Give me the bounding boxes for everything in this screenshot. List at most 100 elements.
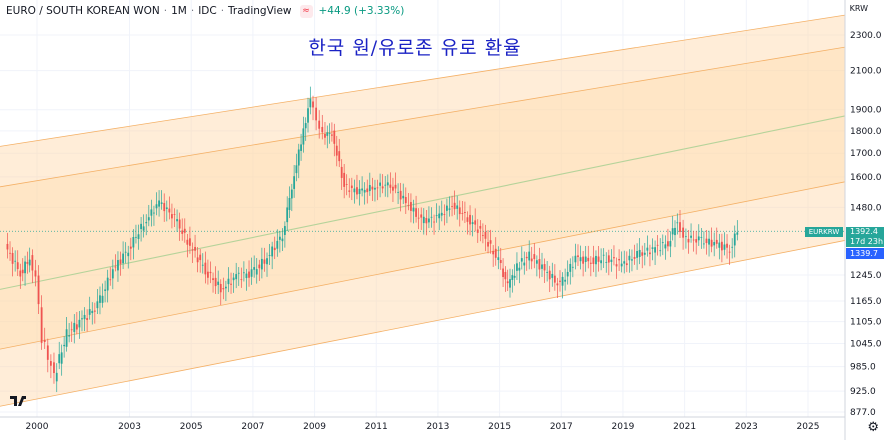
channel-outer-upper-band: [0, 15, 845, 187]
candle-body: [81, 318, 83, 320]
candle-body: [86, 318, 89, 321]
candle-body: [479, 225, 482, 229]
candle-body: [240, 279, 243, 281]
candle-body: [448, 208, 451, 210]
candle-body: [428, 218, 430, 223]
candle-body: [579, 257, 582, 262]
candle-body: [404, 197, 407, 204]
candle-body: [366, 188, 369, 193]
candle-body: [466, 217, 469, 222]
candle-body: [600, 260, 603, 264]
candle-body: [631, 259, 633, 261]
candle-body: [345, 184, 348, 185]
price-tick-label: 877.0: [850, 408, 876, 418]
time-tick-label: 2015: [488, 422, 511, 432]
candle-body: [541, 264, 543, 269]
exchange: IDC: [198, 5, 217, 17]
candle-body: [556, 283, 559, 286]
candle-body: [288, 198, 291, 210]
separator: ·: [163, 5, 168, 17]
candle-body: [708, 238, 710, 245]
candle-body: [394, 184, 397, 189]
regression-channel: [0, 14, 846, 407]
candle-body: [661, 242, 664, 244]
price-tick-label: 2100.0: [850, 67, 882, 77]
candle-body: [338, 151, 341, 162]
candle-body: [31, 255, 34, 271]
candle-body: [595, 255, 597, 265]
candle-body: [335, 145, 338, 156]
candle-body: [543, 264, 546, 271]
candle-body: [469, 214, 471, 225]
candle-body: [646, 247, 649, 251]
candle-body: [589, 262, 592, 264]
candle-body: [340, 166, 343, 178]
candle-body: [671, 228, 674, 235]
candle-body: [438, 213, 441, 219]
candle-body: [695, 239, 698, 243]
candle-body: [201, 264, 204, 266]
candle-body: [250, 269, 253, 277]
overlay-title: 한국 원/유로존 유로 환율: [308, 37, 522, 59]
symbol-header[interactable]: EURO / SOUTH KOREAN WON · 1M · IDC · Tra…: [6, 3, 404, 19]
price-tick-label: 1165.0: [850, 297, 882, 307]
candle-body: [326, 132, 329, 136]
candle-body: [559, 280, 561, 282]
candle-body: [484, 231, 487, 239]
tradingview-logo-icon[interactable]: [9, 394, 31, 410]
countdown-value: 17d 23h: [850, 237, 884, 246]
candle-body: [546, 272, 549, 273]
candle-body: [343, 172, 346, 187]
candle-body: [504, 271, 507, 280]
candle-body: [494, 248, 497, 258]
interval[interactable]: 1M: [171, 5, 187, 17]
candle-body: [638, 249, 641, 258]
candle-body: [481, 235, 484, 236]
candle-body: [19, 270, 22, 277]
candle-body: [49, 361, 52, 366]
time-tick-label: 2011: [365, 422, 388, 432]
candle-body: [150, 209, 153, 216]
candle-body: [379, 182, 381, 186]
candle-body: [386, 182, 389, 186]
candle-body: [309, 98, 312, 108]
candle-body: [530, 258, 533, 262]
candle-body: [171, 214, 173, 219]
gear-icon[interactable]: ⚙: [867, 420, 879, 435]
candle-body: [68, 335, 71, 337]
candle-body: [569, 263, 572, 272]
candle-body: [676, 222, 679, 224]
candle-body: [43, 339, 46, 343]
candle-body: [474, 220, 477, 225]
symbol-name: EURO / SOUTH KOREAN WON: [6, 5, 160, 17]
candle-body: [199, 254, 202, 261]
candle-body: [293, 176, 296, 189]
candle-body: [302, 128, 305, 145]
candle-body: [674, 227, 676, 236]
candle-body: [518, 267, 521, 271]
candle-body: [230, 283, 232, 285]
candle-body: [516, 263, 518, 271]
candle-body: [489, 240, 492, 244]
symbol-tag: EURKRW: [805, 227, 843, 237]
candle-body: [610, 259, 613, 262]
candle-body: [109, 279, 112, 281]
candle-body: [700, 236, 703, 238]
candle-body: [26, 262, 29, 264]
candle-body: [6, 243, 9, 250]
candle-body: [368, 185, 371, 192]
candle-body: [613, 257, 615, 259]
candle-body: [381, 186, 384, 189]
candle-body: [245, 273, 248, 279]
candle-body: [728, 251, 731, 253]
candle-body: [295, 165, 298, 174]
red-indicator-icon[interactable]: ≈: [299, 4, 313, 18]
candle-body: [415, 208, 417, 217]
candle-body: [733, 233, 736, 246]
candle-body: [356, 187, 358, 195]
candle-body: [318, 120, 321, 129]
price-tick-label: 1045.0: [850, 339, 882, 349]
currency-label[interactable]: KRW: [849, 4, 868, 13]
candle-body: [333, 130, 336, 144]
